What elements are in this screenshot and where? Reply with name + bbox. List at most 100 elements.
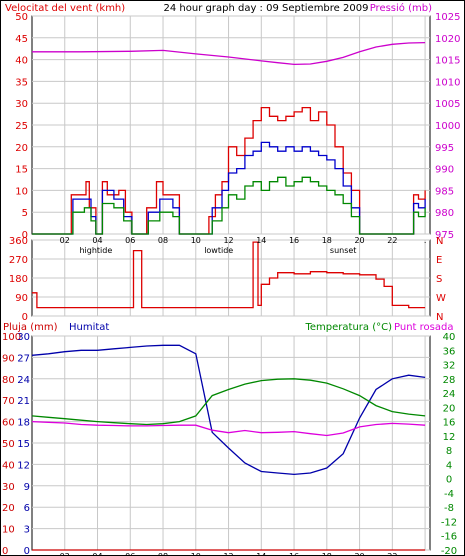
temp-tick-label: 28 [443,375,456,386]
temp-tick-label: -20 [441,546,457,556]
temp-tick-label: 40 [443,332,456,343]
legend-temperature: Temperatura (°C) [304,322,392,333]
direction-label: E [436,255,442,266]
temp-tick-label: 12 [443,432,456,443]
rain-tick-label: 50 [2,439,15,450]
x-tick-label: 12 [223,236,233,245]
x-tick-label: 14 [256,236,266,245]
y-tick-label-left: 30 [15,99,28,110]
y-tick-label-left: 360 [9,236,28,247]
x-tick-label: 22 [387,552,397,556]
chart-title-right: Pressió (mb) [370,2,432,14]
x-tick-label: 16 [289,552,299,556]
humidity-tick-label: 30 [17,332,30,343]
y-tick-label-left: 50 [15,12,28,23]
temp-tick-label: 8 [446,446,452,457]
event-sunset: sunset [330,246,357,255]
event-lowtide: lowtide [204,246,233,255]
rain-tick-label: 80 [2,375,15,386]
x-tick-label: 18 [322,552,332,556]
rain-tick-label: 90 [2,353,15,364]
event-hightide: hightide [79,246,112,255]
temp-tick-label: 36 [443,346,456,357]
y-tick-label-right: 990 [435,165,454,176]
x-tick-label: 20 [354,552,364,556]
temp-tick-label: 0 [446,475,452,486]
y-tick-label-left: 15 [15,165,28,176]
series-layer [31,41,426,551]
x-tick-label: 10 [191,552,201,556]
y-tick-label-left: 40 [15,56,28,67]
x-tick-label: 18 [322,236,332,245]
direction-label: N [436,312,443,323]
rain-tick-label: 100 [2,332,21,343]
direction-label: S [436,274,442,285]
y-tick-label-left: 0 [22,312,28,323]
humidity-tick-label: 15 [17,439,30,450]
rain-tick-label: 70 [2,396,15,407]
x-tick-label: 02 [60,552,70,556]
label-layer: 0204060810121416182022.02040608101214161… [2,12,460,556]
series-gust [32,141,426,235]
temp-tick-label: -16 [441,532,457,543]
series-humidity [31,344,426,476]
rain-tick-label: 0 [2,546,8,556]
legend-rain: Pluja (mm) [3,322,58,333]
y-tick-label-left: 20 [15,143,28,154]
y-tick-label-left: 45 [15,34,28,45]
y-tick-label-right: 1010 [435,77,460,88]
series-wind [32,106,426,235]
y-tick-label-right: 1000 [435,121,460,132]
series-direction [32,241,426,309]
temp-tick-label: 24 [443,389,456,400]
x-tick-label: 06 [125,552,135,556]
x-tick-label: . [424,552,427,556]
temp-tick-label: 20 [443,403,456,414]
x-tick-label: 22 [387,236,397,245]
x-tick-label: 06 [125,236,135,245]
humidity-tick-label: 27 [17,353,30,364]
x-tick-label: . [424,236,427,245]
y-tick-label-left: 25 [15,121,28,132]
humidity-tick-label: 21 [17,396,30,407]
y-tick-label-left: 270 [9,255,28,266]
temp-tick-label: -12 [441,517,457,528]
y-tick-label-right: 995 [435,143,454,154]
y-tick-label-left: 180 [9,274,28,285]
rain-tick-label: 20 [2,503,15,514]
rain-tick-label: 60 [2,418,15,429]
y-tick-label-left: 5 [22,208,28,219]
temp-tick-label: 16 [443,418,456,429]
x-tick-label: 08 [158,552,168,556]
temp-tick-label: -4 [444,489,454,500]
humidity-tick-label: 6 [24,503,30,514]
humidity-tick-label: 0 [24,546,30,556]
temp-tick-label: -8 [444,503,454,514]
y-tick-label-right: 985 [435,186,454,197]
y-tick-label-right: 980 [435,208,454,219]
rain-tick-label: 30 [2,482,15,493]
y-tick-label-right: 1005 [435,99,460,110]
y-tick-label-left: 10 [15,186,28,197]
series-wind_avg [32,176,426,235]
y-tick-label-left: 0 [22,230,28,241]
direction-label: N [436,236,443,247]
x-tick-label: 04 [92,552,102,556]
x-tick-label: 08 [158,236,168,245]
rain-tick-label: 40 [2,460,15,471]
series-dewpoint [31,420,426,437]
x-tick-label: 10 [191,236,201,245]
temp-tick-label: 4 [446,460,452,471]
humidity-tick-label: 3 [24,525,30,536]
y-tick-label-left: 90 [15,293,28,304]
x-tick-label: 14 [256,552,266,556]
humidity-tick-label: 9 [24,482,30,493]
humidity-tick-label: 12 [17,460,30,471]
rain-tick-label: 10 [2,525,15,536]
series-pressure [32,41,426,66]
direction-label: W [436,293,446,304]
y-tick-label-right: 1020 [435,34,460,45]
temp-tick-label: 32 [443,361,456,372]
legend-humidity: Humitat [69,322,109,333]
